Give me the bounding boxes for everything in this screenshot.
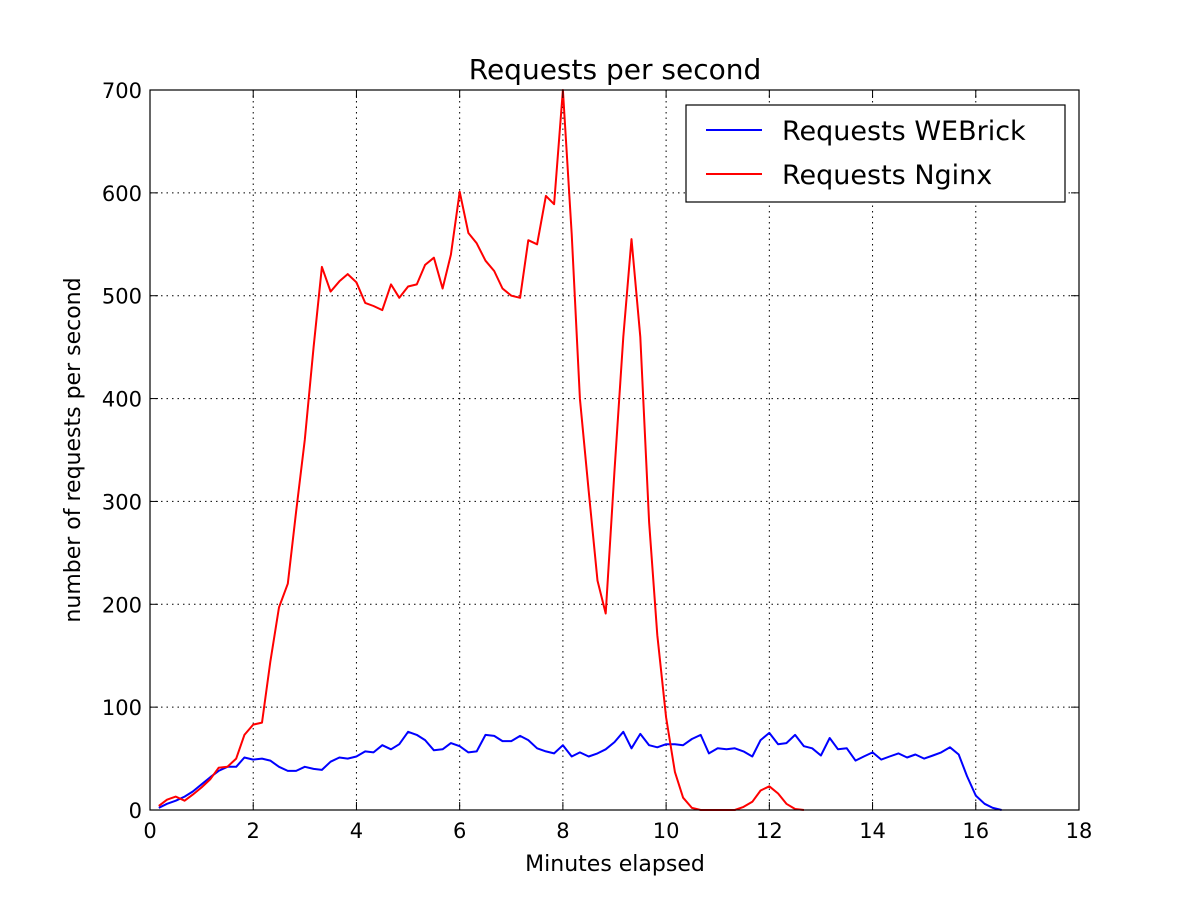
x-tick-label: 0 (143, 819, 156, 843)
y-tick-label: 700 (102, 79, 142, 103)
x-axis-title: Minutes elapsed (525, 852, 705, 877)
x-tick-label: 10 (653, 819, 680, 843)
grid (150, 90, 1079, 810)
x-tick-label: 18 (1066, 819, 1093, 843)
tick-labels: 0 2 4 6 8 10 12 14 16 18 0 100 200 300 400 500 600 700 (102, 79, 1092, 843)
series-group (158, 89, 1002, 811)
plot-frame (149, 89, 1080, 811)
legend-label-requests-nginx: Requests Nginx (782, 160, 992, 191)
series-line-requests-webrick (158, 730, 1002, 811)
ticks (149, 89, 1080, 811)
y-axis-title: number of requests per second (61, 277, 86, 622)
chart-title: Requests per second (469, 53, 762, 86)
x-tick-label: 16 (962, 819, 989, 843)
series-line-requests-nginx (158, 89, 805, 811)
y-tick-label: 300 (102, 490, 142, 514)
x-tick-label: 14 (859, 819, 886, 843)
legend-label-requests-webrick: Requests WEBrick (782, 116, 1026, 147)
y-tick-label: 400 (102, 388, 142, 412)
x-tick-label: 2 (247, 819, 260, 843)
legend: Requests WEBrick Requests Nginx (685, 104, 1066, 203)
y-tick-label: 500 (102, 285, 142, 309)
y-tick-label: 100 (102, 696, 142, 720)
x-tick-label: 12 (756, 819, 783, 843)
y-tick-label: 600 (102, 182, 142, 206)
legend-box (685, 104, 1066, 203)
x-tick-label: 6 (453, 819, 466, 843)
x-tick-label: 4 (350, 819, 363, 843)
x-tick-label: 8 (556, 819, 569, 843)
y-tick-label: 200 (102, 593, 142, 617)
y-tick-label: 0 (129, 799, 142, 823)
